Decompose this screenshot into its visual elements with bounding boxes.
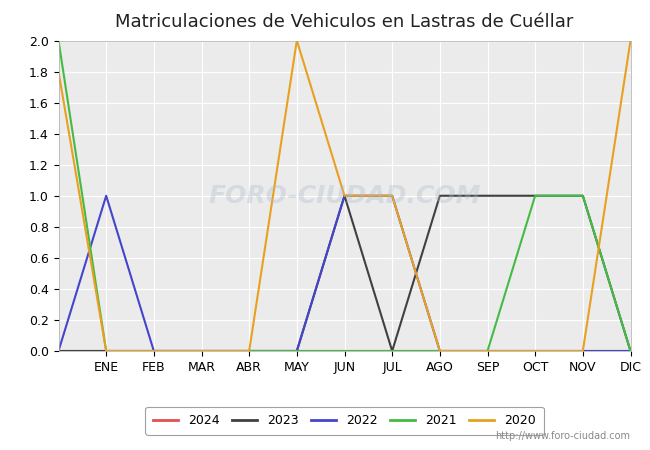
2021	[102, 348, 110, 354]
2020	[484, 348, 491, 354]
2022	[198, 348, 205, 354]
2020	[293, 38, 301, 43]
2022	[531, 348, 539, 354]
Text: FORO-CIUDAD.COM: FORO-CIUDAD.COM	[208, 184, 481, 208]
2021	[198, 348, 205, 354]
2023	[579, 193, 587, 198]
2021	[293, 348, 301, 354]
2021	[150, 348, 158, 354]
2020	[150, 348, 158, 354]
2022	[293, 348, 301, 354]
2020	[341, 193, 348, 198]
2020	[579, 348, 587, 354]
2023	[150, 348, 158, 354]
2023	[627, 348, 634, 354]
2020	[627, 38, 634, 43]
Text: http://www.foro-ciudad.com: http://www.foro-ciudad.com	[495, 431, 630, 441]
2021	[484, 348, 491, 354]
2021	[531, 193, 539, 198]
2022	[484, 348, 491, 354]
2022	[341, 193, 348, 198]
2020	[55, 69, 62, 74]
2024	[341, 348, 348, 354]
2024	[293, 348, 301, 354]
2024	[627, 348, 634, 354]
2024	[436, 348, 444, 354]
2023	[484, 193, 491, 198]
Legend: 2024, 2023, 2022, 2021, 2020: 2024, 2023, 2022, 2021, 2020	[146, 407, 543, 435]
2021	[341, 348, 348, 354]
Line: 2022: 2022	[58, 196, 630, 351]
Title: Matriculaciones de Vehiculos en Lastras de Cuéllar: Matriculaciones de Vehiculos en Lastras …	[115, 13, 574, 31]
2023	[293, 348, 301, 354]
2022	[627, 348, 634, 354]
2020	[198, 348, 205, 354]
Line: 2021: 2021	[58, 40, 630, 351]
2020	[388, 193, 396, 198]
2020	[245, 348, 253, 354]
2021	[55, 38, 62, 43]
2024	[55, 348, 62, 354]
2024	[150, 348, 158, 354]
2022	[150, 348, 158, 354]
2023	[388, 348, 396, 354]
2024	[102, 348, 110, 354]
2023	[102, 348, 110, 354]
2024	[388, 348, 396, 354]
2022	[245, 348, 253, 354]
2021	[388, 348, 396, 354]
2022	[102, 193, 110, 198]
2023	[55, 348, 62, 354]
2020	[531, 348, 539, 354]
2023	[531, 193, 539, 198]
2020	[436, 348, 444, 354]
2023	[436, 193, 444, 198]
Line: 2020: 2020	[58, 40, 630, 351]
2022	[388, 193, 396, 198]
2021	[436, 348, 444, 354]
2021	[627, 348, 634, 354]
2023	[198, 348, 205, 354]
2021	[579, 193, 587, 198]
2020	[102, 348, 110, 354]
Line: 2023: 2023	[58, 196, 630, 351]
2022	[436, 348, 444, 354]
2023	[341, 193, 348, 198]
2024	[198, 348, 205, 354]
2024	[579, 348, 587, 354]
2024	[484, 348, 491, 354]
2022	[55, 348, 62, 354]
2024	[245, 348, 253, 354]
2021	[245, 348, 253, 354]
2023	[245, 348, 253, 354]
2024	[531, 348, 539, 354]
2022	[579, 348, 587, 354]
